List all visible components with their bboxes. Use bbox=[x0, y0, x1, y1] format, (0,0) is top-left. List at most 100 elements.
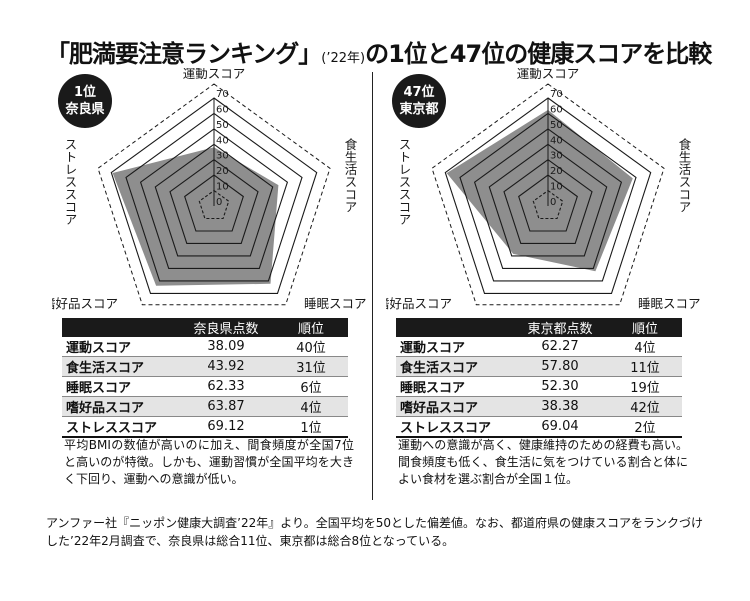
badge-rank: 47位 bbox=[403, 85, 435, 100]
tick-label: 30 bbox=[550, 151, 563, 162]
table-row: 睡眠スコア 52.30 19位 bbox=[396, 376, 682, 397]
row-name: 食生活スコア bbox=[62, 356, 178, 377]
tick-label: 0 bbox=[216, 197, 222, 208]
row-rank: 1位 bbox=[274, 416, 348, 438]
score-table-nara: 奈良県点数 順位 運動スコア 38.09 40位 食生活スコア 43.92 31位 睡眠… bbox=[62, 318, 348, 438]
table-row: 食生活スコア 43.92 31位 bbox=[62, 356, 348, 377]
grid-ring bbox=[518, 174, 578, 232]
grid-ring bbox=[139, 128, 289, 269]
panel-nara: 010203040506070運動スコア睡眠スコア嗜好品スコア食生活スコアストレ… bbox=[52, 68, 382, 502]
row-name: 嗜好品スコア bbox=[62, 396, 178, 417]
description-tokyo: 運動への意識が高く、健康維持のための経費も高い。間食頻度も低く、食生活に気をつけ… bbox=[398, 438, 688, 486]
axis-label-preference: 嗜好品スコア bbox=[386, 296, 452, 311]
panel-divider bbox=[372, 72, 373, 500]
row-score: 62.27 bbox=[512, 337, 608, 357]
axis-label-diet: 食生活スコア bbox=[343, 137, 358, 213]
tick-label: 10 bbox=[216, 182, 229, 193]
table-header-blank bbox=[62, 318, 178, 337]
row-score: 38.38 bbox=[512, 396, 608, 417]
grid-ring bbox=[503, 159, 593, 244]
table-row: 嗜好品スコア 63.87 4位 bbox=[62, 396, 348, 417]
axis-label-diet: 食生活スコア bbox=[677, 137, 692, 213]
table-header-row: 東京都点数 順位 bbox=[396, 318, 682, 337]
grid-ring bbox=[473, 128, 623, 269]
outer-dashed-boundary bbox=[431, 83, 665, 306]
table-row: 嗜好品スコア 38.38 42位 bbox=[396, 396, 682, 417]
data-polygon bbox=[112, 147, 279, 286]
row-rank: 42位 bbox=[608, 396, 682, 417]
title-year-note: (’22年) bbox=[321, 51, 366, 66]
title-prefix: 「肥満要注意ランキング」 bbox=[46, 40, 322, 68]
page-title: 「肥満要注意ランキング」(’22年)の1位と47位の健康スコアを比較 bbox=[46, 34, 726, 69]
grid-ring bbox=[198, 189, 230, 220]
row-score: 69.04 bbox=[512, 416, 608, 438]
badge-rank: 1位 bbox=[73, 85, 97, 100]
axis-label-stress: ストレススコア bbox=[63, 138, 78, 226]
row-score: 62.33 bbox=[178, 376, 274, 397]
row-score: 69.12 bbox=[178, 416, 274, 438]
tick-label: 50 bbox=[550, 120, 563, 131]
row-name: 睡眠スコア bbox=[396, 376, 512, 397]
tick-label: 60 bbox=[550, 104, 563, 115]
row-score: 57.80 bbox=[512, 356, 608, 377]
row-score: 38.09 bbox=[178, 337, 274, 357]
rank-badge-nara: 1位 奈良県 bbox=[58, 74, 112, 128]
row-rank: 4位 bbox=[608, 337, 682, 357]
table-header-score: 東京都点数 bbox=[512, 318, 608, 337]
grid-ring bbox=[532, 189, 564, 220]
tick-label: 20 bbox=[216, 166, 229, 177]
row-name: ストレススコア bbox=[62, 416, 178, 438]
table-header-row: 奈良県点数 順位 bbox=[62, 318, 348, 337]
grid-ring bbox=[154, 143, 274, 257]
table-header-rank: 順位 bbox=[274, 318, 348, 337]
row-rank: 40位 bbox=[274, 337, 348, 357]
grid-ring bbox=[125, 112, 303, 282]
panel-tokyo: 010203040506070運動スコア睡眠スコア嗜好品スコア食生活スコアストレ… bbox=[386, 68, 716, 502]
row-score: 63.87 bbox=[178, 396, 274, 417]
row-name: 食生活スコア bbox=[396, 356, 512, 377]
tick-label: 0 bbox=[550, 197, 556, 208]
tick-label: 70 bbox=[216, 89, 229, 100]
tick-label: 50 bbox=[216, 120, 229, 131]
axis-label-preference: 嗜好品スコア bbox=[52, 296, 118, 311]
row-rank: 4位 bbox=[274, 396, 348, 417]
table-row: 運動スコア 38.09 40位 bbox=[62, 337, 348, 357]
outer-dashed-boundary bbox=[97, 83, 331, 306]
tick-label: 40 bbox=[216, 135, 229, 146]
tick-label: 10 bbox=[550, 182, 563, 193]
row-name: 運動スコア bbox=[396, 337, 512, 357]
table-row: ストレススコア 69.04 2位 bbox=[396, 416, 682, 438]
table-row: 食生活スコア 57.80 11位 bbox=[396, 356, 682, 377]
table-header-blank bbox=[396, 318, 512, 337]
axis-label-sleep: 睡眠スコア bbox=[638, 296, 701, 311]
row-name: ストレススコア bbox=[396, 416, 512, 438]
tick-label: 40 bbox=[550, 135, 563, 146]
axis-label-exercise: 運動スコア bbox=[517, 68, 580, 81]
table-header-rank: 順位 bbox=[608, 318, 682, 337]
badge-name: 東京都 bbox=[399, 102, 439, 117]
footnote: アンファー社『ニッポン健康大調査’22年』より。全国平均を50とした偏差値。なお… bbox=[46, 516, 704, 548]
table-header-score: 奈良県点数 bbox=[178, 318, 274, 337]
tick-label: 20 bbox=[550, 166, 563, 177]
grid-ring bbox=[444, 97, 652, 294]
axis-label-exercise: 運動スコア bbox=[183, 68, 246, 81]
row-name: 運動スコア bbox=[62, 337, 178, 357]
row-rank: 31位 bbox=[274, 356, 348, 377]
table-row: 睡眠スコア 62.33 6位 bbox=[62, 376, 348, 397]
title-suffix: の1位と47位の健康スコアを比較 bbox=[365, 40, 712, 68]
row-score: 52.30 bbox=[512, 376, 608, 397]
table-row: ストレススコア 69.12 1位 bbox=[62, 416, 348, 438]
row-rank: 19位 bbox=[608, 376, 682, 397]
description-nara: 平均BMIの数値が高いのに加え、間食頻度が全国7位と高いのが特徴。しかも、運動習… bbox=[64, 438, 354, 486]
grid-ring bbox=[488, 143, 608, 257]
grid-ring bbox=[459, 112, 637, 282]
table-row: 運動スコア 62.27 4位 bbox=[396, 337, 682, 357]
row-name: 睡眠スコア bbox=[62, 376, 178, 397]
grid-ring bbox=[169, 159, 259, 244]
row-score: 43.92 bbox=[178, 356, 274, 377]
tick-label: 60 bbox=[216, 104, 229, 115]
row-rank: 2位 bbox=[608, 416, 682, 438]
axis-label-stress: ストレススコア bbox=[397, 138, 412, 226]
